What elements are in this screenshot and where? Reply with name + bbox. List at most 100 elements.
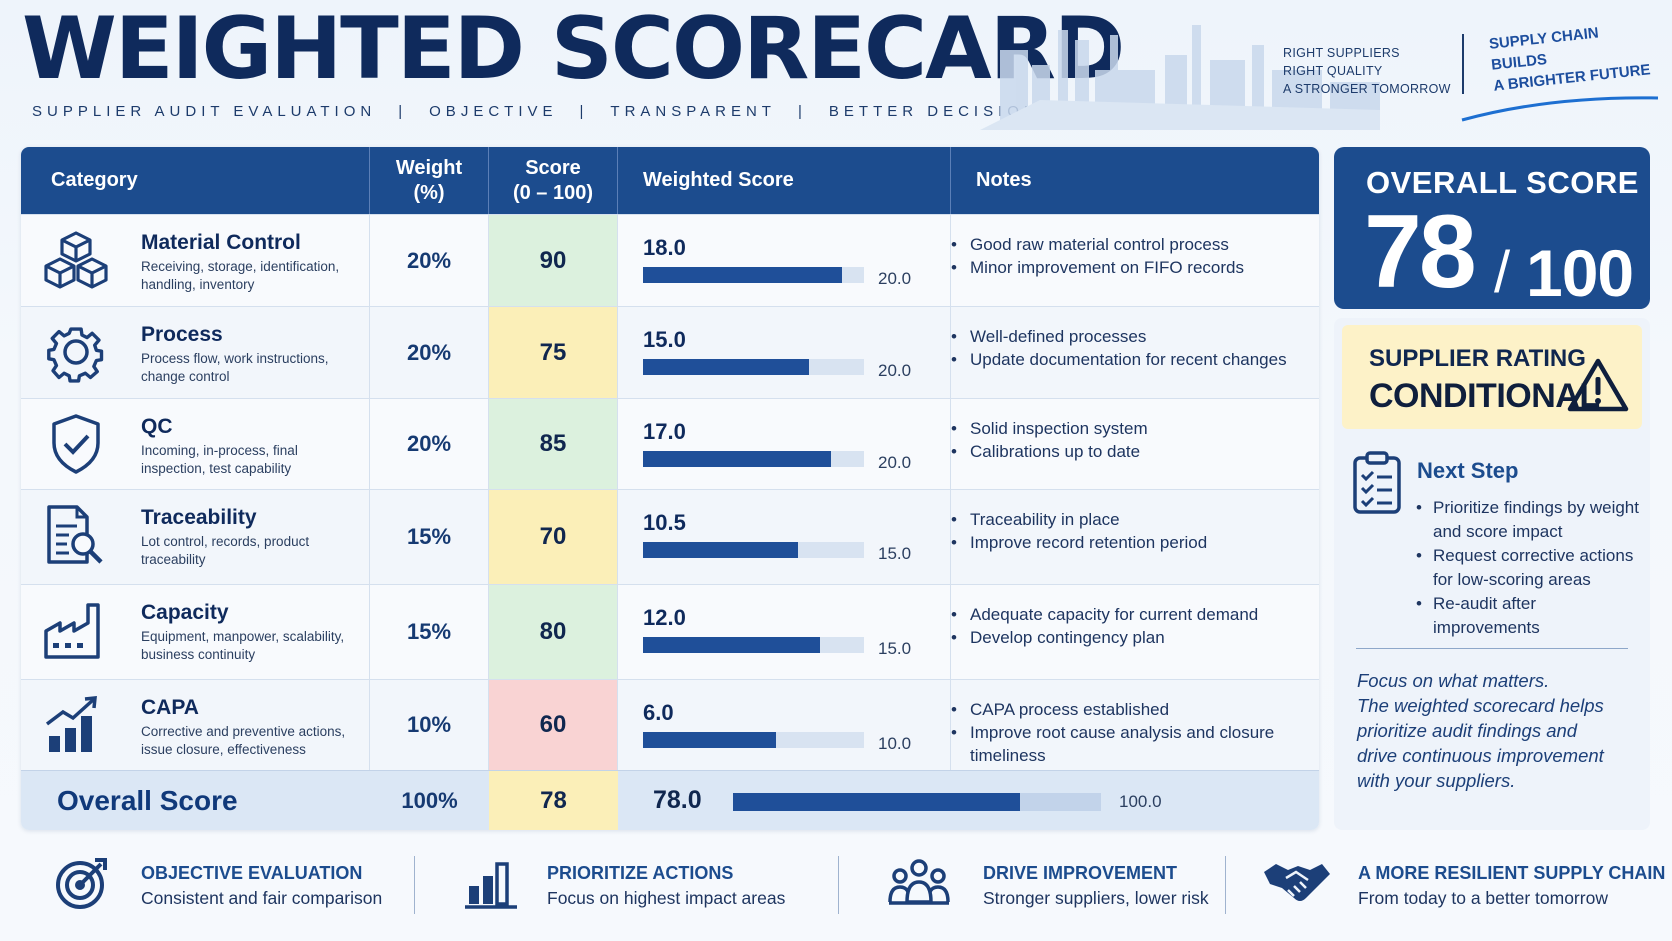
weighted-score-value: 17.0 (643, 419, 686, 444)
total-score: 78 (489, 771, 618, 830)
category-description: Process flow, work instructions, change … (141, 351, 329, 384)
feature-subtitle: From today to a better tomorrow (1358, 888, 1608, 908)
supplier-rating-value: CONDITIONAL (1369, 377, 1600, 415)
weight-cell: 10% (370, 680, 489, 770)
category-name: Capacity (141, 601, 229, 624)
scorecard-table: Category Weight (%) Score (0 – 100) Weig… (21, 147, 1319, 830)
side-panel: SUPPLIER RATING CONDITIONAL Next Step Pr… (1334, 318, 1650, 830)
tagline: RIGHT SUPPLIERS RIGHT QUALITY A STRONGER… (1283, 44, 1451, 98)
weighted-score-cell (618, 490, 951, 584)
focus-line: prioritize audit findings and (1357, 720, 1578, 741)
weighted-score-track (643, 542, 864, 558)
header-weighted-score: Weighted Score (618, 147, 951, 214)
total-max: 100.0 (1119, 792, 1162, 811)
document-search-icon (43, 504, 109, 566)
category-name: Material Control (141, 231, 301, 254)
notes-list: CAPA process establishedImprove root cau… (951, 698, 1311, 767)
subtitle-separator: | (398, 103, 408, 120)
focus-message: Focus on what matters. The weighted scor… (1357, 668, 1637, 793)
weighted-score-track (643, 359, 864, 375)
swoosh-icon (1461, 96, 1659, 122)
notes-list: Good raw material control processMinor i… (951, 233, 1311, 279)
score-cell: 75 (489, 307, 618, 398)
table-row: Process Process flow, work instructions,… (21, 306, 1319, 398)
footer: OBJECTIVE EVALUATION Consistent and fair… (0, 848, 1672, 938)
total-weight: 100% (401, 788, 458, 813)
weighted-score-max: 15.0 (878, 544, 912, 563)
weight-cell: 20% (370, 399, 489, 489)
total-progress-track (733, 793, 1101, 811)
weighted-score-fill (643, 267, 842, 283)
category-description: Lot control, records, product traceabili… (141, 534, 310, 567)
score-cell: 90 (489, 215, 618, 306)
category-name: QC (141, 415, 173, 438)
note-item: Adequate capacity for current demand (951, 603, 1311, 626)
weighted-score-cell (618, 399, 951, 489)
overall-score-card: OVERALL SCORE 78 / 100 (1334, 147, 1650, 310)
category-cell: Traceability Lot control, records, produ… (21, 490, 370, 584)
category-cell: Material Control Receiving, storage, ide… (21, 215, 370, 306)
header-score-label: Score (525, 156, 581, 179)
note-item: Well-defined processes (951, 325, 1311, 348)
focus-line: Focus on what matters. (1357, 670, 1550, 691)
note-item: CAPA process established (951, 698, 1311, 721)
notes-list: Traceability in placeImprove record rete… (951, 508, 1311, 554)
focus-line: The weighted scorecard helps (1357, 695, 1604, 716)
header: WEIGHTED SCORECARD SUPPLIER AUDIT EVALUA… (0, 0, 1672, 135)
notes-list: Adequate capacity for current demandDeve… (951, 603, 1311, 649)
total-progress-fill (733, 793, 1021, 811)
slogan: SUPPLY CHAIN BUILDS A BRIGHTER FUTURE (1488, 18, 1652, 97)
weighted-score-max: 10.0 (878, 734, 912, 753)
weight-cell: 15% (370, 585, 489, 679)
note-item: Minor improvement on FIFO records (951, 256, 1311, 279)
side-divider (1356, 648, 1628, 649)
weighted-score-max: 20.0 (878, 453, 912, 472)
category-description: Corrective and preventive actions, issue… (141, 724, 346, 757)
growth-chart-icon (43, 694, 109, 756)
feature-subtitle: Stronger suppliers, lower risk (983, 888, 1209, 908)
next-step-title: Next Step (1417, 458, 1519, 483)
subtitle-separator: | (579, 103, 589, 120)
note-item: Solid inspection system (951, 417, 1311, 440)
feature-title: PRIORITIZE ACTIONS (547, 863, 734, 883)
weighted-score-value: 10.5 (643, 510, 686, 535)
weighted-score-track (643, 451, 864, 467)
category-name: Traceability (141, 506, 257, 529)
clipboard-checklist-icon (1353, 451, 1401, 514)
score-cell: 80 (489, 585, 618, 679)
weighted-score-value: 6.0 (643, 700, 674, 725)
weighted-score-fill (643, 637, 820, 653)
table-header: Category Weight (%) Score (0 – 100) Weig… (21, 147, 1319, 214)
weighted-score-max: 20.0 (878, 269, 912, 288)
score-cell: 85 (489, 399, 618, 489)
header-weight: Weight (%) (370, 147, 489, 214)
weight-cell: 20% (370, 307, 489, 398)
category-description: Equipment, manpower, scalability, busine… (141, 629, 345, 662)
cubes-icon (43, 229, 109, 291)
weighted-score-track (643, 637, 864, 653)
tagline-line: RIGHT QUALITY (1283, 64, 1383, 78)
table-row: CAPA Corrective and preventive actions, … (21, 679, 1319, 770)
total-weighted-score: 78.0 (653, 786, 702, 814)
weighted-score-fill (643, 451, 831, 467)
factory-skyline-illustration (980, 25, 1380, 130)
subtitle-part: TRANSPARENT (610, 103, 776, 120)
focus-line: drive continuous improvement (1357, 745, 1604, 766)
feature-subtitle: Focus on highest impact areas (547, 888, 786, 908)
category-cell: CAPA Corrective and preventive actions, … (21, 680, 370, 770)
note-item: Develop contingency plan (951, 626, 1311, 649)
subtitle-part: BETTER DECISIONS (828, 103, 1055, 120)
feature-subtitle: Consistent and fair comparison (141, 888, 383, 908)
category-description: Incoming, in-process, final inspection, … (141, 443, 298, 476)
category-name: CAPA (141, 696, 199, 719)
weighted-score-value: 15.0 (643, 327, 686, 352)
weighted-score-cell (618, 307, 951, 398)
subtitle-part: OBJECTIVE (429, 103, 558, 120)
weighted-score-fill (643, 732, 776, 748)
feature-title: OBJECTIVE EVALUATION (141, 863, 363, 883)
tagline-line: RIGHT SUPPLIERS (1283, 46, 1400, 60)
overall-score-slash: / (1494, 240, 1511, 305)
total-row: Overall Score 100% 78 78.0 100.0 (21, 770, 1319, 830)
note-item: Update documentation for recent changes (951, 348, 1311, 371)
page-title: WEIGHTED SCORECARD (22, 0, 1125, 99)
